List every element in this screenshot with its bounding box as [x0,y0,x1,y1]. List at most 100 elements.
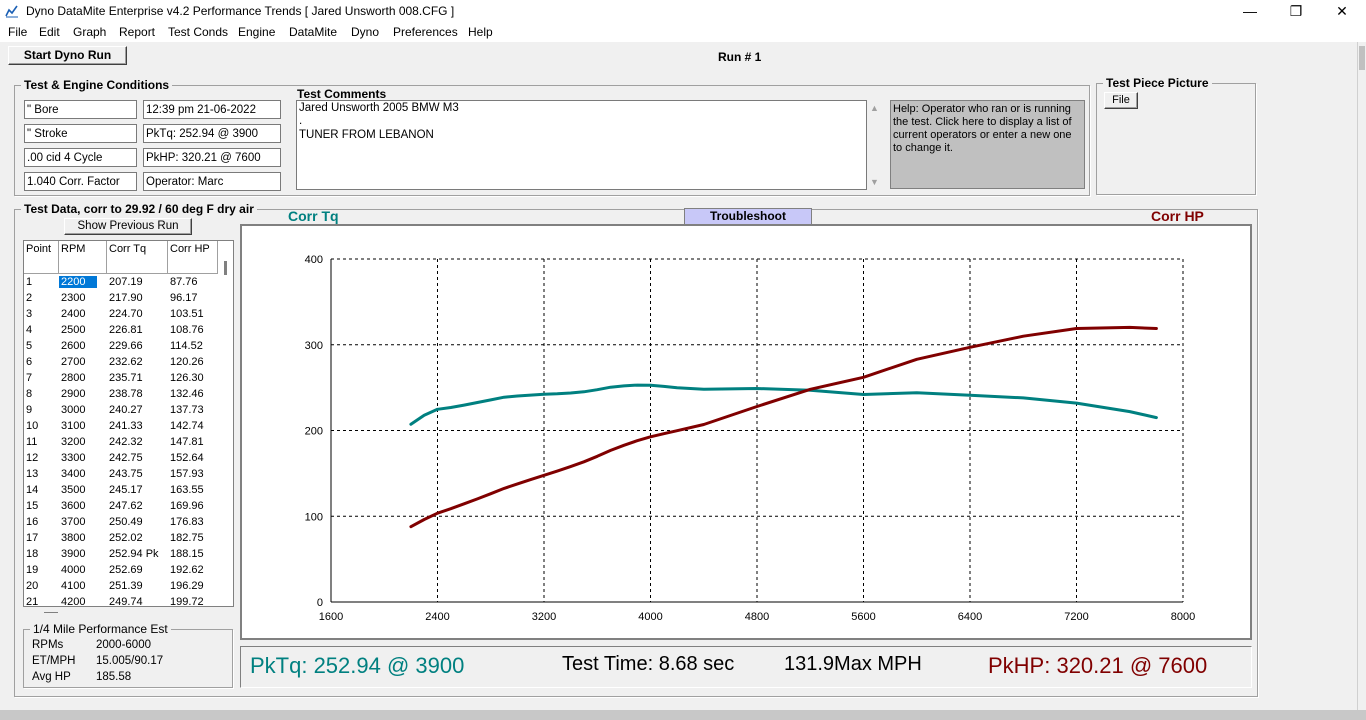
rpm-cell[interactable]: 3400 [61,468,86,480]
point-cell[interactable]: 7 [26,372,33,384]
corr-tq-cell[interactable]: 247.62 [109,500,143,512]
table-row[interactable]: 7 2800 235.71 126.30 [24,371,219,387]
point-cell[interactable]: 21 [26,596,39,607]
operator-field[interactable]: Operator: Marc [143,172,281,191]
point-cell[interactable]: 14 [26,484,39,496]
corr-tq-cell[interactable]: 249.74 [109,596,143,607]
corr-hp-cell[interactable]: 163.55 [170,484,204,496]
menu-datamite[interactable]: DataMite [289,25,338,39]
table-row[interactable]: 15 3600 247.62 169.96 [24,499,219,515]
corr-tq-cell[interactable]: 224.70 [109,308,143,320]
rpm-cell[interactable]: 3600 [61,500,86,512]
corr-tq-cell[interactable]: 242.75 [109,452,143,464]
menu-file[interactable]: File [8,25,28,39]
corr-hp-cell[interactable]: 142.74 [170,420,204,432]
troubleshoot-button[interactable]: Troubleshoot [684,208,812,225]
corr-hp-cell[interactable]: 157.93 [170,468,204,480]
point-cell[interactable]: 19 [26,564,39,576]
table-row[interactable]: 21 4200 249.74 199.72 [24,595,219,607]
rpm-cell[interactable]: 3500 [61,484,86,496]
point-cell[interactable]: 13 [26,468,39,480]
pktq-field[interactable]: PkTq: 252.94 @ 3900 [143,124,281,143]
table-scroll-thumb[interactable] [224,261,227,275]
scroll-down-icon[interactable]: ▼ [870,177,879,187]
point-cell[interactable]: 15 [26,500,39,512]
rpm-cell[interactable]: 3200 [61,436,86,448]
corr-hp-cell[interactable]: 108.76 [170,324,204,336]
corr-tq-cell[interactable]: 207.19 [109,276,143,288]
menu-test-conds[interactable]: Test Conds [168,25,229,39]
col-header-point[interactable]: Point [24,241,59,274]
corr-hp-cell[interactable]: 147.81 [170,436,204,448]
corr-hp-cell[interactable]: 87.76 [170,276,198,288]
test-comments-textarea[interactable]: Jared Unsworth 2005 BMW M3 . TUNER FROM … [296,100,867,190]
test-datetime-field[interactable]: 12:39 pm 21-06-2022 [143,100,281,119]
rpm-cell[interactable]: 2200 [59,276,98,288]
minimize-icon[interactable]: — [1243,3,1257,19]
rpm-cell[interactable]: 2900 [61,388,86,400]
corr-hp-cell[interactable]: 137.73 [170,404,204,416]
corr-tq-cell[interactable]: 252.02 [109,532,143,544]
corr-tq-cell[interactable]: 243.75 [109,468,143,480]
corr-hp-cell[interactable]: 176.83 [170,516,204,528]
table-row[interactable]: 11 3200 242.32 147.81 [24,435,219,451]
point-cell[interactable]: 16 [26,516,39,528]
corr-tq-cell[interactable]: 241.33 [109,420,143,432]
corr-tq-cell[interactable]: 217.90 [109,292,143,304]
table-row[interactable]: 16 3700 250.49 176.83 [24,515,219,531]
point-cell[interactable]: 20 [26,580,39,592]
pkhp-field[interactable]: PkHP: 320.21 @ 7600 [143,148,281,167]
maximize-icon[interactable]: ❐ [1289,3,1303,19]
corr-tq-cell[interactable]: 229.66 [109,340,143,352]
corr-tq-cell[interactable]: 226.81 [109,324,143,336]
corr-tq-cell[interactable]: 240.27 [109,404,143,416]
menu-engine[interactable]: Engine [238,25,276,39]
table-row[interactable]: 18 3900 252.94 Pk 188.15 [24,547,219,563]
point-cell[interactable]: 5 [26,340,33,352]
corr-hp-cell[interactable]: 182.75 [170,532,204,544]
point-cell[interactable]: 3 [26,308,33,320]
start-dyno-run-button[interactable]: Start Dyno Run [8,46,127,65]
corr-hp-cell[interactable]: 120.26 [170,356,204,368]
corr-tq-cell[interactable]: 252.94 Pk [109,548,159,560]
rpm-cell[interactable]: 3000 [61,404,86,416]
corr-tq-cell[interactable]: 250.49 [109,516,143,528]
corr-hp-cell[interactable]: 114.52 [170,340,203,352]
rpm-cell[interactable]: 2800 [61,372,86,384]
rpm-cell[interactable]: 4200 [61,596,86,607]
menu-edit[interactable]: Edit [39,25,60,39]
corr-hp-cell[interactable]: 169.96 [170,500,204,512]
point-cell[interactable]: 9 [26,404,33,416]
table-row[interactable]: 3 2400 224.70 103.51 [24,307,219,323]
point-cell[interactable]: 2 [26,292,33,304]
vertical-scrollbar[interactable] [1357,42,1366,710]
table-row[interactable]: 2 2300 217.90 96.17 [24,291,219,307]
stroke-field[interactable]: " Stroke [24,124,137,143]
point-cell[interactable]: 6 [26,356,33,368]
menu-preferences[interactable]: Preferences [393,25,458,39]
table-row[interactable]: 5 2600 229.66 114.52 [24,339,219,355]
table-row[interactable]: 19 4000 252.69 192.62 [24,563,219,579]
corr-hp-cell[interactable]: 152.64 [170,452,204,464]
corr-hp-cell[interactable]: 132.46 [170,388,204,400]
table-row[interactable]: 4 2500 226.81 108.76 [24,323,219,339]
rpm-cell[interactable]: 3700 [61,516,86,528]
rpm-cell[interactable]: 2300 [61,292,86,304]
col-header-rpm[interactable]: RPM [59,241,107,274]
show-previous-run-button[interactable]: Show Previous Run [64,218,192,235]
scroll-up-icon[interactable]: ▲ [870,103,879,113]
table-row[interactable]: 9 3000 240.27 137.73 [24,403,219,419]
rpm-cell[interactable]: 2500 [61,324,86,336]
rpm-cell[interactable]: 3800 [61,532,86,544]
point-cell[interactable]: 11 [26,436,38,448]
corr-hp-cell[interactable]: 96.17 [170,292,198,304]
corr-tq-cell[interactable]: 232.62 [109,356,143,368]
rpm-cell[interactable]: 2700 [61,356,86,368]
table-row[interactable]: 8 2900 238.78 132.46 [24,387,219,403]
corr-tq-cell[interactable]: 252.69 [109,564,143,576]
corr-tq-cell[interactable]: 242.32 [109,436,143,448]
corr-tq-cell[interactable]: 238.78 [109,388,143,400]
menu-help[interactable]: Help [468,25,493,39]
corr-tq-cell[interactable]: 251.39 [109,580,143,592]
rpm-cell[interactable]: 2400 [61,308,86,320]
